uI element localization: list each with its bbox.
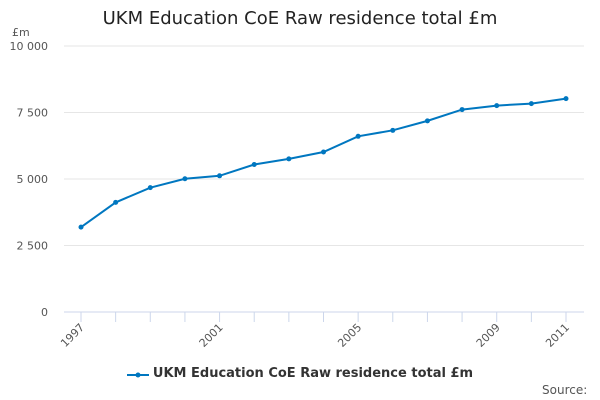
data-point bbox=[528, 101, 534, 107]
data-point bbox=[113, 199, 119, 205]
data-point bbox=[424, 118, 430, 124]
chart-title: UKM Education CoE Raw residence total £m bbox=[102, 8, 498, 29]
x-tick-label: 2009 bbox=[474, 321, 503, 350]
source-label: Source: bbox=[542, 383, 588, 397]
data-point bbox=[563, 96, 569, 102]
x-tick-label: 2011 bbox=[543, 321, 572, 350]
data-point bbox=[459, 107, 465, 113]
legend-item[interactable]: UKM Education CoE Raw residence total £m bbox=[0, 366, 600, 381]
x-tick-label: 2005 bbox=[335, 321, 364, 350]
data-point bbox=[286, 156, 292, 162]
data-point bbox=[355, 133, 361, 139]
data-point bbox=[182, 176, 188, 182]
x-tick-label: 2001 bbox=[197, 321, 226, 350]
x-tick-label: 1997 bbox=[58, 321, 87, 350]
data-point bbox=[321, 149, 326, 155]
y-tick-label: 5 000 bbox=[17, 173, 49, 186]
legend-swatch bbox=[126, 369, 149, 379]
series-line bbox=[80, 97, 567, 228]
y-tick-label: 10 000 bbox=[10, 40, 49, 53]
y-tick-label: 0 bbox=[41, 306, 48, 319]
y-axis-unit: £m bbox=[12, 26, 30, 39]
data-point bbox=[78, 224, 84, 230]
y-tick-label: 2 500 bbox=[17, 240, 49, 253]
data-point bbox=[147, 185, 153, 191]
data-point bbox=[217, 173, 223, 179]
data-point bbox=[390, 127, 396, 133]
legend-label: UKM Education CoE Raw residence total £m bbox=[152, 366, 474, 381]
y-tick-label: 7 500 bbox=[17, 107, 49, 120]
data-point bbox=[494, 103, 500, 109]
data-point bbox=[251, 162, 257, 168]
